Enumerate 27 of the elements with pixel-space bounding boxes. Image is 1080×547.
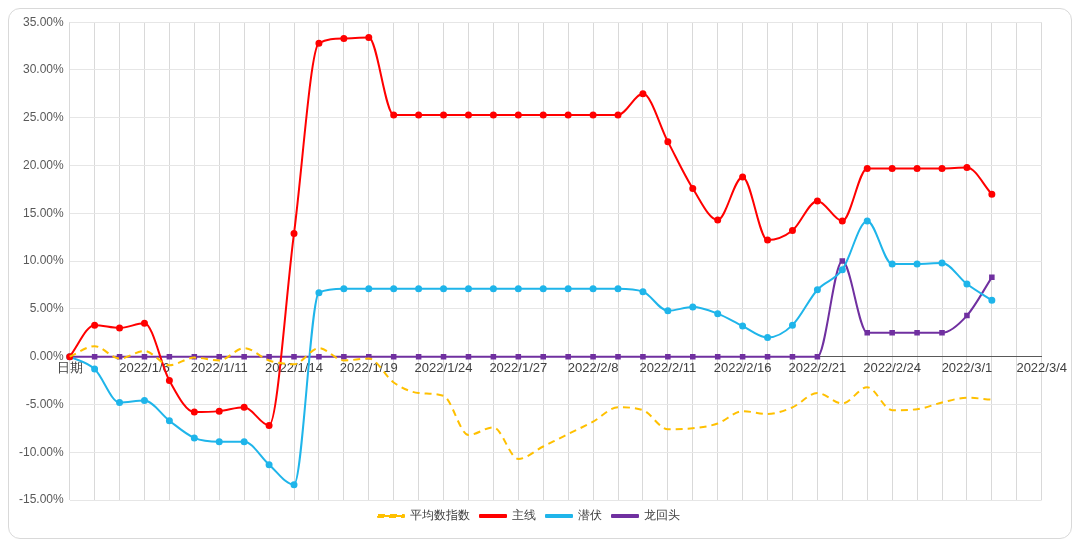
y-tick-label: 30.00% [22, 62, 65, 77]
y-tick-label: 35.00% [22, 14, 65, 29]
legend-label: 主线 [512, 508, 536, 523]
legend-label: 潜伏 [578, 508, 602, 523]
y-tick-label: -10.00% [18, 444, 65, 459]
y-tick-label: 15.00% [22, 205, 65, 220]
x-tick-label: 2022/2/16 [713, 360, 772, 376]
x-tick-label: 2022/2/8 [567, 360, 619, 376]
x-tick-label: 日期 [56, 360, 83, 376]
y-tick-label: -15.00% [18, 492, 65, 507]
x-tick-label: 2022/3/4 [1016, 360, 1067, 376]
x-tick-label: 2022/1/11 [190, 360, 248, 376]
x-tick-label: 2022/1/24 [414, 360, 473, 376]
legend-label: 龙回头 [644, 508, 680, 523]
x-tick-label: 2022/3/1 [941, 360, 993, 376]
y-tick-label: 10.00% [22, 253, 65, 268]
x-tick-label: 2022/2/24 [863, 360, 922, 376]
y-tick-label: 5.00% [29, 301, 65, 316]
y-tick-label: 25.00% [22, 110, 65, 125]
x-tick-label: 2022/2/11 [639, 360, 697, 376]
y-tick-label: 0.00% [29, 348, 65, 363]
legend-label: 平均数指数 [410, 508, 470, 523]
y-tick-label: -5.00% [25, 396, 65, 411]
x-tick-label: 2022/2/21 [788, 360, 847, 376]
x-tick-label: 2022/1/19 [339, 360, 398, 376]
x-tick-label: 2022/1/27 [489, 360, 548, 376]
y-tick-label: 20.00% [22, 157, 65, 172]
